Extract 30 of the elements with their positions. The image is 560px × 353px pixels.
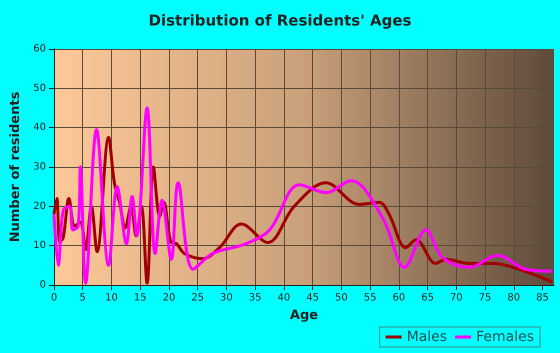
- x-tick-label: 45: [306, 292, 319, 304]
- chart-title: Distribution of Residents' Ages: [148, 12, 412, 30]
- x-tick-label: 60: [392, 292, 406, 304]
- y-tick-label: 10: [33, 240, 46, 252]
- legend-label: Males: [406, 329, 448, 345]
- x-tick-label: 70: [450, 292, 463, 304]
- x-tick-label: 0: [50, 292, 58, 304]
- x-tick-label: 55: [364, 292, 376, 304]
- x-tick-label: 25: [191, 292, 204, 304]
- x-tick-label: 5: [80, 292, 86, 304]
- x-tick-label: 15: [134, 292, 147, 304]
- x-tick-label: 30: [220, 292, 233, 304]
- x-tick-label: 35: [248, 292, 262, 304]
- x-tick-label: 40: [278, 292, 290, 304]
- y-tick-label: 40: [33, 122, 46, 134]
- y-tick-label: 60: [33, 44, 46, 54]
- y-tick-label: 30: [33, 162, 46, 172]
- x-axis-title: Age: [290, 308, 318, 323]
- y-axis-title: Number of residents: [8, 91, 23, 242]
- x-tick-label: 65: [421, 292, 434, 304]
- x-tick-label: 10: [105, 292, 118, 304]
- x-tick-label: 50: [334, 292, 348, 304]
- x-tick-label: 80: [507, 292, 520, 304]
- legend-label: Females: [476, 329, 534, 345]
- y-tick-label: 50: [33, 82, 46, 94]
- y-tick-label: 20: [33, 200, 46, 212]
- y-tick-label: 0: [40, 280, 46, 290]
- x-tick-label: 75: [478, 292, 492, 304]
- x-tick-label: 20: [162, 292, 176, 304]
- x-tick-label: 85: [536, 292, 549, 304]
